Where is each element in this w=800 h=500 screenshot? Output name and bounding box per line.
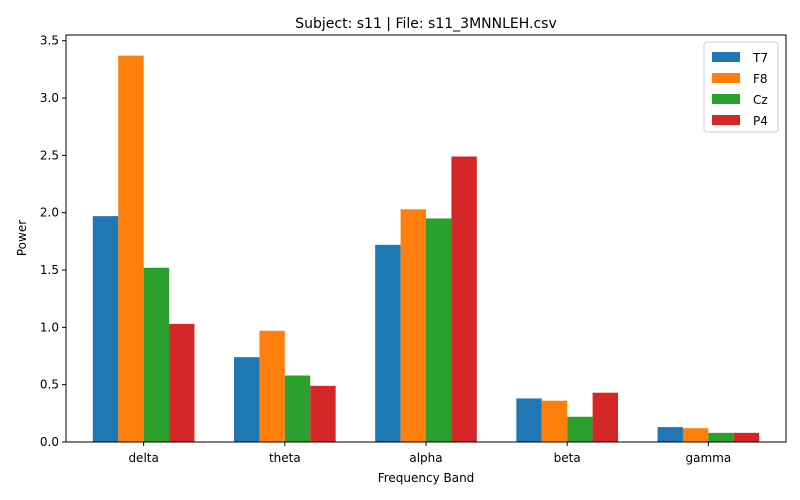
- legend-label-cz: Cz: [753, 93, 768, 107]
- x-tick-label-gamma: gamma: [686, 451, 732, 465]
- y-tick-label: 3.0: [40, 91, 59, 105]
- x-tick-label-alpha: alpha: [409, 451, 442, 465]
- bar-cz-theta: [284, 375, 311, 442]
- y-axis-label: Power: [15, 220, 29, 256]
- bar-t7-alpha: [375, 244, 401, 442]
- x-tick-label-beta: beta: [554, 451, 581, 465]
- legend-swatch-p4: [712, 115, 740, 125]
- bar-f8-alpha: [400, 209, 426, 442]
- x-tick-label-theta: theta: [269, 451, 301, 465]
- legend-swatch-cz: [712, 94, 740, 104]
- y-tick-label: 2.0: [40, 206, 59, 220]
- bar-f8-delta: [118, 55, 144, 442]
- bar-f8-theta: [259, 330, 285, 442]
- legend-label-p4: P4: [753, 114, 768, 128]
- x-axis-label: Frequency Band: [378, 471, 475, 485]
- bar-f8-beta: [541, 400, 568, 442]
- y-tick-label: 1.5: [40, 263, 59, 277]
- legend-swatch-t7: [712, 52, 740, 62]
- y-tick-label: 2.5: [40, 148, 59, 162]
- bar-p4-theta: [310, 385, 336, 442]
- bar-p4-beta: [592, 392, 618, 442]
- legend-frame: [703, 41, 779, 133]
- y-tick-label: 1.0: [40, 320, 59, 334]
- bar-p4-gamma: [733, 432, 760, 442]
- legend: T7 F8 Cz P4: [703, 41, 779, 133]
- bar-cz-gamma: [708, 432, 734, 442]
- y-axis: 0.0 0.5 1.0 1.5 2.0 2.5 3.0 3.5: [40, 34, 66, 449]
- x-axis: delta theta alpha beta gamma: [128, 442, 731, 465]
- bar-t7-theta: [234, 357, 260, 442]
- bar-cz-delta: [143, 267, 170, 442]
- legend-label-t7: T7: [752, 51, 768, 65]
- y-tick-label: 0.5: [40, 378, 59, 392]
- x-tick-label-delta: delta: [128, 451, 158, 465]
- y-tick-label: 3.5: [40, 34, 59, 48]
- bar-p4-delta: [169, 323, 195, 442]
- bar-cz-alpha: [426, 218, 452, 442]
- chart-title: Subject: s11 | File: s11_3MNNLEH.csv: [295, 16, 557, 32]
- legend-label-f8: F8: [753, 72, 768, 86]
- legend-swatch-f8: [712, 73, 740, 83]
- bars-group: [92, 55, 760, 442]
- bar-t7-delta: [92, 216, 119, 442]
- bar-cz-beta: [567, 416, 593, 442]
- bar-f8-gamma: [682, 428, 709, 442]
- bar-t7-gamma: [657, 427, 683, 442]
- bar-t7-beta: [516, 398, 542, 442]
- bar-p4-alpha: [451, 156, 477, 442]
- y-tick-label: 0.0: [40, 435, 59, 449]
